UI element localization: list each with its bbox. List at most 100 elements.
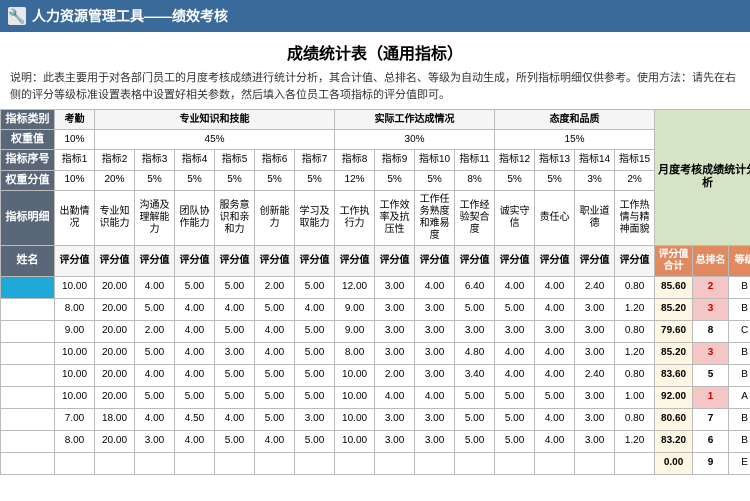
val-7-0: 8.00	[55, 430, 95, 452]
grade-4: B	[729, 364, 750, 386]
grade-0: B	[729, 276, 750, 298]
wscore-1: 20%	[95, 170, 135, 190]
idx-9: 指标10	[415, 150, 455, 170]
cat-0: 考勤	[55, 110, 95, 130]
total-5: 92.00	[655, 386, 693, 408]
idx-10: 指标11	[455, 150, 495, 170]
label-detail: 指标明细	[1, 190, 55, 245]
sumcol-2: 等级	[729, 245, 750, 276]
val-3-11: 4.00	[495, 342, 535, 364]
val-0-5: 2.00	[255, 276, 295, 298]
total-0: 85.60	[655, 276, 693, 298]
scorehdr-8: 评分值	[375, 245, 415, 276]
val-6-10: 5.00	[455, 408, 495, 430]
label-name: 姓名	[1, 245, 55, 276]
val-8-1	[95, 452, 135, 474]
val-5-8: 4.00	[375, 386, 415, 408]
wscore-0: 10%	[55, 170, 95, 190]
val-2-7: 9.00	[335, 320, 375, 342]
scorehdr-7: 评分值	[335, 245, 375, 276]
wscore-11: 5%	[495, 170, 535, 190]
val-0-4: 5.00	[215, 276, 255, 298]
val-2-14: 0.80	[615, 320, 655, 342]
val-4-8: 2.00	[375, 364, 415, 386]
val-7-3: 4.00	[175, 430, 215, 452]
weight-2: 30%	[335, 130, 495, 150]
val-8-8	[375, 452, 415, 474]
val-1-4: 4.00	[215, 298, 255, 320]
wscore-4: 5%	[215, 170, 255, 190]
val-8-5	[255, 452, 295, 474]
total-3: 85.20	[655, 342, 693, 364]
scorehdr-1: 评分值	[95, 245, 135, 276]
grade-1: B	[729, 298, 750, 320]
detail-5: 创新能力	[255, 190, 295, 245]
val-2-2: 2.00	[135, 320, 175, 342]
val-2-3: 4.00	[175, 320, 215, 342]
cat-2: 实际工作达成情况	[335, 110, 495, 130]
val-6-13: 3.00	[575, 408, 615, 430]
label-weight: 权重值	[1, 130, 55, 150]
val-3-12: 4.00	[535, 342, 575, 364]
val-2-5: 4.00	[255, 320, 295, 342]
header-title: 人力资源管理工具——绩效考核	[32, 6, 228, 26]
scorehdr-4: 评分值	[215, 245, 255, 276]
val-7-6: 5.00	[295, 430, 335, 452]
app-header: 🔧 人力资源管理工具——绩效考核	[0, 0, 750, 32]
val-5-0: 10.00	[55, 386, 95, 408]
val-7-8: 3.00	[375, 430, 415, 452]
val-1-9: 3.00	[415, 298, 455, 320]
scorehdr-2: 评分值	[135, 245, 175, 276]
val-4-3: 4.00	[175, 364, 215, 386]
detail-8: 工作效率及抗压性	[375, 190, 415, 245]
rank-3: 3	[693, 342, 729, 364]
label-wscore: 权重分值	[1, 170, 55, 190]
val-4-10: 3.40	[455, 364, 495, 386]
val-2-4: 5.00	[215, 320, 255, 342]
val-2-0: 9.00	[55, 320, 95, 342]
rank-2: 8	[693, 320, 729, 342]
detail-11: 诚实守信	[495, 190, 535, 245]
val-5-3: 5.00	[175, 386, 215, 408]
scorehdr-12: 评分值	[535, 245, 575, 276]
detail-14: 工作热情与精神面貌	[615, 190, 655, 245]
val-4-6: 5.00	[295, 364, 335, 386]
val-0-6: 5.00	[295, 276, 335, 298]
grade-6: B	[729, 408, 750, 430]
val-6-1: 18.00	[95, 408, 135, 430]
val-2-9: 3.00	[415, 320, 455, 342]
val-1-14: 1.20	[615, 298, 655, 320]
val-3-0: 10.00	[55, 342, 95, 364]
val-5-9: 4.00	[415, 386, 455, 408]
val-8-13	[575, 452, 615, 474]
wscore-12: 5%	[535, 170, 575, 190]
val-1-3: 4.00	[175, 298, 215, 320]
detail-7: 工作执行力	[335, 190, 375, 245]
idx-4: 指标5	[215, 150, 255, 170]
val-0-12: 4.00	[535, 276, 575, 298]
grade-5: A	[729, 386, 750, 408]
idx-5: 指标6	[255, 150, 295, 170]
val-2-11: 3.00	[495, 320, 535, 342]
name-0	[1, 276, 55, 298]
val-6-14: 0.80	[615, 408, 655, 430]
val-1-8: 3.00	[375, 298, 415, 320]
val-0-13: 2.40	[575, 276, 615, 298]
val-0-14: 0.80	[615, 276, 655, 298]
total-2: 79.60	[655, 320, 693, 342]
grade-7: B	[729, 430, 750, 452]
idx-0: 指标1	[55, 150, 95, 170]
val-2-1: 20.00	[95, 320, 135, 342]
val-3-10: 4.80	[455, 342, 495, 364]
val-1-13: 3.00	[575, 298, 615, 320]
idx-14: 指标15	[615, 150, 655, 170]
grade-2: C	[729, 320, 750, 342]
total-6: 80.60	[655, 408, 693, 430]
page-title: 成绩统计表（通用指标）	[0, 32, 750, 70]
weight-1: 45%	[95, 130, 335, 150]
val-6-7: 10.00	[335, 408, 375, 430]
detail-9: 工作任务熟度和难易度	[415, 190, 455, 245]
rank-6: 7	[693, 408, 729, 430]
scorehdr-13: 评分值	[575, 245, 615, 276]
name-5	[1, 386, 55, 408]
